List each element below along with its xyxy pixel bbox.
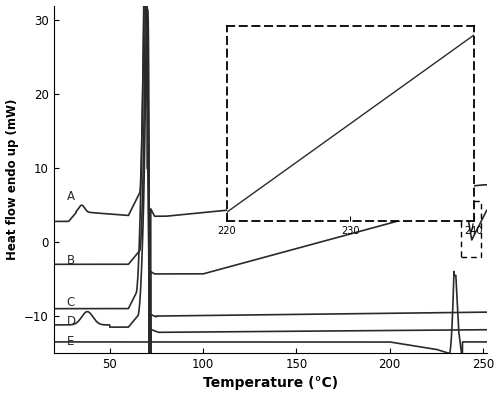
X-axis label: Temperature (°C): Temperature (°C) <box>202 377 338 390</box>
Text: C: C <box>67 296 75 309</box>
Text: A: A <box>67 190 75 203</box>
Text: E: E <box>67 335 74 348</box>
Text: B: B <box>67 254 75 267</box>
Text: D: D <box>67 316 76 328</box>
Bar <box>460 202 481 257</box>
Y-axis label: Heat flow endo up (mW): Heat flow endo up (mW) <box>6 99 18 260</box>
